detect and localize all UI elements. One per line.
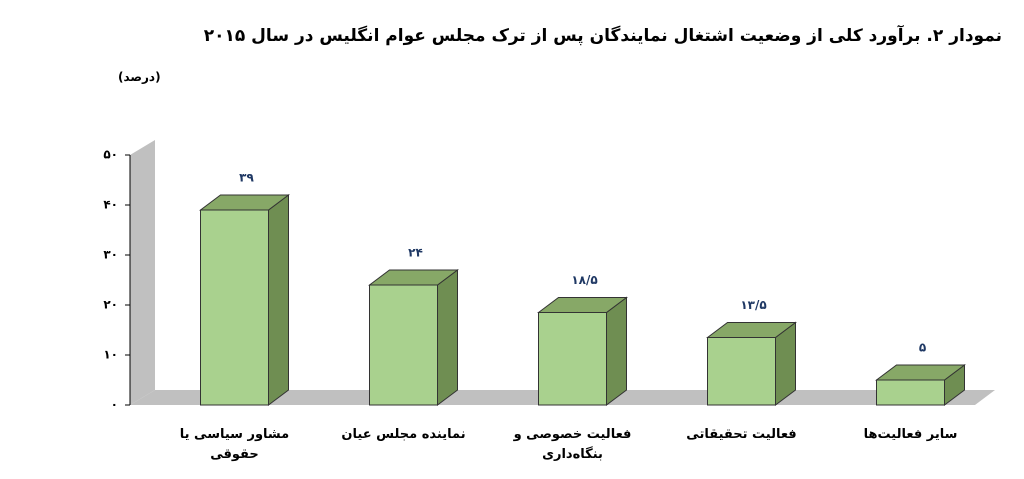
y-tick-label: ۱۰ [103,348,118,362]
x-tick-label: مشاور سیاسی یا حقوقی [179,427,290,462]
value-label: ۲۴ [408,246,423,260]
bar [538,312,607,406]
y-tick-label: ۳۰ [103,248,118,262]
chart-title: نمودار ۲. برآورد کلی از وضعیت اشتغال نما… [203,26,1002,46]
value-label: ۳۹ [239,171,254,185]
value-label: ۱۳/۵ [740,298,766,312]
bar-side [437,269,458,406]
x-tick-label: سایر فعالیت‌ها [863,427,958,442]
bar [707,337,776,406]
bar-side [268,194,289,406]
y-tick-label: ۴۰ [103,198,118,212]
y-tick-label: ۲۰ [103,298,118,312]
bar-side [606,296,627,406]
bar [369,284,438,406]
back-wall [130,140,155,405]
bar [200,209,269,406]
bar [876,379,945,406]
y-tick-label: ۰ [111,398,118,412]
x-tick-label: نماینده مجلس عیان [341,427,466,442]
value-label: ۱۸/۵ [571,273,597,287]
value-label: ۵ [919,341,926,355]
y-axis-label: (درصد) [118,70,161,84]
x-tick-label: فعالیت تحقیقاتی [686,427,797,442]
y-tick-label: ۵۰ [103,148,118,162]
x-tick-label: فعالیت خصوصی و بنگاه‌داری [513,427,632,462]
